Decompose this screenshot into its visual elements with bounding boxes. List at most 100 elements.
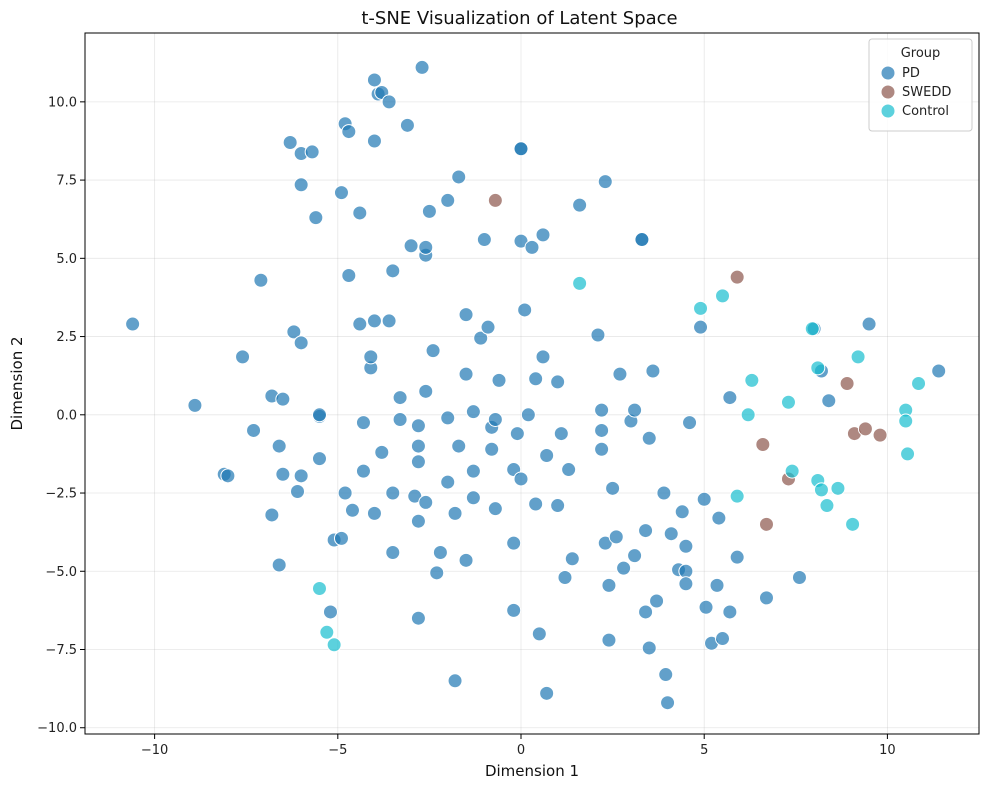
- data-point-pd: [381, 313, 397, 329]
- data-point-pd: [590, 327, 606, 343]
- data-point-pd: [366, 133, 382, 149]
- data-point-pd: [791, 570, 807, 586]
- data-point-control: [900, 446, 916, 462]
- data-point-pd: [513, 141, 529, 157]
- data-point-pd: [458, 366, 474, 382]
- data-point-pd: [418, 239, 434, 255]
- data-point-pd: [337, 485, 353, 501]
- data-point-pd: [539, 685, 555, 701]
- data-point-control: [810, 360, 826, 376]
- y-axis-label: Dimension 2: [8, 336, 26, 430]
- data-point-pd: [264, 507, 280, 523]
- y-tick-label: 5.0: [56, 252, 77, 267]
- data-point-pd: [594, 422, 610, 438]
- data-point-pd: [458, 552, 474, 568]
- series-swedd: [487, 192, 888, 532]
- data-point-pd: [465, 404, 481, 420]
- data-point-pd: [506, 602, 522, 618]
- data-point-pd: [125, 316, 141, 332]
- data-point-pd: [612, 366, 628, 382]
- data-point-pd: [608, 529, 624, 545]
- data-point-pd: [821, 393, 837, 409]
- data-point-pd: [649, 593, 665, 609]
- data-point-control: [780, 394, 796, 410]
- series-control: [311, 275, 927, 653]
- data-point-pd: [344, 502, 360, 518]
- data-point-pd: [491, 372, 507, 388]
- data-point-pd: [627, 402, 643, 418]
- data-point-pd: [385, 263, 401, 279]
- data-point-pd: [553, 426, 569, 442]
- data-point-pd: [322, 604, 338, 620]
- data-point-pd: [531, 626, 547, 642]
- data-point-pd: [421, 203, 437, 219]
- data-point-control: [911, 376, 927, 391]
- data-point-pd: [682, 415, 698, 431]
- data-point-pd: [698, 599, 714, 615]
- y-tick-label: −7.5: [45, 643, 77, 658]
- data-point-pd: [418, 494, 434, 510]
- data-point-pd: [440, 474, 456, 490]
- data-point-control: [715, 288, 731, 304]
- data-point-pd: [641, 640, 657, 656]
- data-point-pd: [440, 192, 456, 208]
- data-point-control: [804, 321, 820, 337]
- x-tick-label: 0: [517, 743, 525, 758]
- data-point-pd: [451, 438, 467, 454]
- data-point-swedd: [755, 437, 771, 453]
- data-point-pd: [594, 441, 610, 457]
- data-point-control: [845, 516, 861, 532]
- data-point-pd: [656, 485, 672, 501]
- data-point-control: [813, 482, 829, 498]
- data-point-pd: [341, 268, 357, 284]
- data-point-pd: [487, 411, 503, 427]
- y-tick-label: 2.5: [56, 330, 77, 345]
- data-point-pd: [597, 174, 613, 190]
- data-point-pd: [660, 695, 676, 711]
- data-point-pd: [729, 549, 745, 565]
- data-point-pd: [465, 463, 481, 479]
- data-point-pd: [432, 544, 448, 560]
- data-point-pd: [645, 363, 661, 379]
- data-point-swedd: [729, 269, 745, 285]
- data-point-pd: [601, 577, 617, 593]
- legend-title: Group: [901, 46, 941, 61]
- data-point-pd: [246, 422, 262, 438]
- data-point-pd: [447, 673, 463, 689]
- legend-label-pd: PD: [902, 66, 920, 81]
- legend-marker-pd: [880, 65, 896, 81]
- data-point-pd: [550, 374, 566, 390]
- data-point-pd: [758, 590, 774, 606]
- data-point-control: [319, 624, 335, 640]
- data-point-pd: [605, 480, 621, 496]
- x-tick-label: −10: [141, 743, 168, 758]
- data-point-control: [819, 498, 835, 514]
- data-points: [125, 59, 947, 711]
- data-point-swedd: [872, 427, 888, 443]
- data-point-pd: [355, 463, 371, 479]
- data-point-pd: [674, 504, 690, 520]
- data-point-pd: [658, 667, 674, 683]
- chart-title: t-SNE Visualization of Latent Space: [361, 8, 677, 29]
- data-point-pd: [678, 563, 694, 579]
- y-tick-label: 7.5: [56, 174, 77, 189]
- data-point-pd: [480, 319, 496, 335]
- data-point-pd: [638, 523, 654, 539]
- axis-ticks: −10 −5 0 5 10 −10.0 −7.5 −5.0 −2.5 0.0 2.5 5.0 7.5 10…: [37, 95, 896, 758]
- legend-label-control: Control: [902, 104, 949, 119]
- data-point-pd: [410, 438, 426, 454]
- data-point-pd: [366, 72, 382, 88]
- data-point-pd: [627, 548, 643, 564]
- data-point-pd: [220, 468, 236, 484]
- data-point-pd: [414, 59, 430, 75]
- data-point-pd: [366, 505, 382, 521]
- data-point-pd: [418, 383, 434, 399]
- data-point-pd: [931, 363, 947, 379]
- data-point-pd: [275, 466, 291, 482]
- data-point-swedd: [857, 421, 873, 437]
- data-point-pd: [861, 316, 877, 332]
- data-point-pd: [696, 491, 712, 507]
- data-point-pd: [517, 302, 533, 318]
- data-point-pd: [678, 538, 694, 554]
